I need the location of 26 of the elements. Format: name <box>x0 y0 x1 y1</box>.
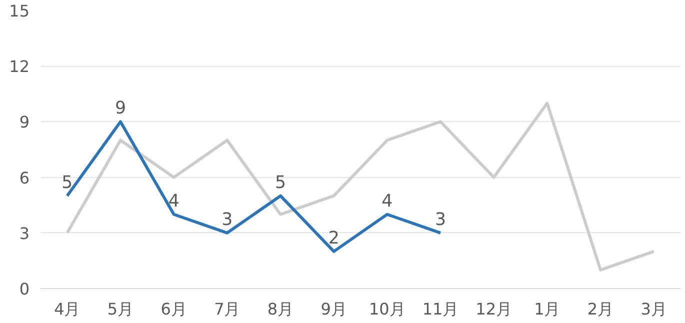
x-tick-label: 11月 <box>422 300 459 318</box>
x-tick-label: 8月 <box>267 300 294 318</box>
data-label: 2 <box>328 228 340 248</box>
y-tick-label: 6 <box>19 168 30 188</box>
y-tick-label: 12 <box>9 57 30 76</box>
x-tick-label: 5月 <box>107 300 134 318</box>
data-label: 4 <box>382 191 393 212</box>
x-tick-label: 4月 <box>54 300 80 318</box>
data-label: 4 <box>168 191 180 212</box>
y-tick-label: 15 <box>9 2 30 20</box>
data-label: 5 <box>274 172 286 193</box>
x-tick-label: 3月 <box>640 300 667 318</box>
y-tick-label: 3 <box>19 224 30 243</box>
x-tick-label: 7月 <box>214 300 240 318</box>
x-tick-label: 9月 <box>320 300 347 318</box>
data-label: 3 <box>434 210 446 230</box>
x-tick-label: 6月 <box>160 300 187 318</box>
data-label: 3 <box>222 210 233 230</box>
x-tick-label: 1月 <box>534 300 560 318</box>
y-tick-label: 0 <box>19 280 30 298</box>
data-label: 9 <box>114 98 126 119</box>
y-tick-label: 9 <box>19 112 30 132</box>
data-label: 5 <box>62 172 73 193</box>
x-tick-label: 10月 <box>368 300 406 318</box>
x-tick-label: 12月 <box>476 300 512 318</box>
x-tick-label: 2月 <box>587 300 614 318</box>
